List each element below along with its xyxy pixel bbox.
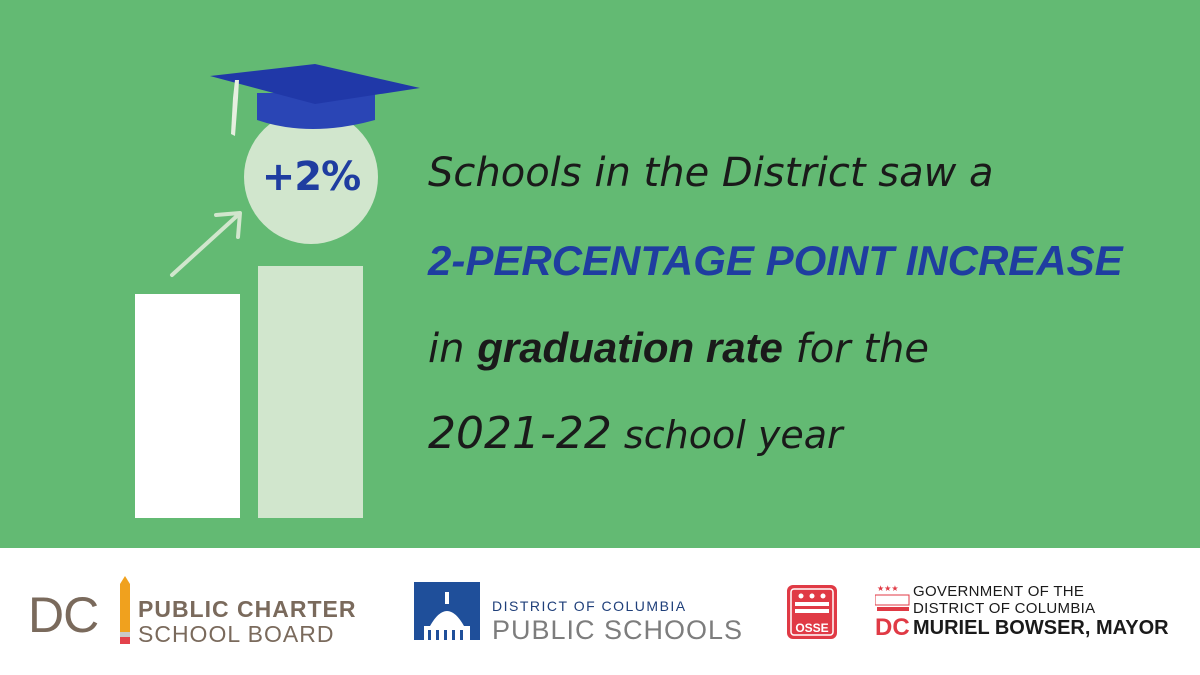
osse-label: OSSE xyxy=(795,621,829,635)
svg-text:DC: DC xyxy=(875,614,910,639)
headline-line-3-suffix: for the xyxy=(782,326,929,372)
pcsb-line-1: PUBLIC CHARTER xyxy=(138,596,357,622)
dcps-line-1: DISTRICT OF COLUMBIA xyxy=(492,598,687,614)
osse-flag-icon xyxy=(787,585,837,639)
svg-text:★★★: ★★★ xyxy=(877,584,899,593)
pcsb-dc-mark: DC xyxy=(28,587,99,643)
headline-school-year: 2021-22 xyxy=(428,408,612,459)
headline-graduation-rate: graduation rate xyxy=(477,324,783,371)
graduation-cap-icon xyxy=(210,64,420,136)
dc-public-charter-school-board-logo: DC PUBLIC CHARTER SCHOOL BOARD xyxy=(28,576,368,647)
bar-previous-year xyxy=(135,294,240,518)
headline-line-3-prefix: in xyxy=(428,326,478,372)
headline-line-4: 2021-22 school year xyxy=(428,408,843,459)
gov-line-3: MURIEL BOWSER, MAYOR xyxy=(913,617,1169,639)
pencil-icon xyxy=(120,576,130,644)
gov-line-1: GOVERNMENT OF THE xyxy=(913,583,1085,600)
capitol-dome-icon xyxy=(414,582,480,640)
headline-line-4-rest: school year xyxy=(611,413,843,457)
we-are-washington-dc-icon: ★★★ DC xyxy=(875,584,910,639)
increase-arrow-icon xyxy=(170,211,242,277)
osse-logo: OSSE xyxy=(787,585,837,639)
headline-line-3: in graduation rate for the xyxy=(428,324,929,372)
bar-current-year xyxy=(258,266,363,518)
partner-logos-footer xyxy=(0,548,1200,675)
dcps-line-2: PUBLIC SCHOOLS xyxy=(492,615,744,645)
dc-public-schools-logo: DISTRICT OF COLUMBIA PUBLIC SCHOOLS xyxy=(414,582,754,645)
dc-government-logo: ★★★ DC GOVERNMENT OF THE DISTRICT OF COL… xyxy=(875,583,1175,643)
increase-badge-text: +2% xyxy=(261,154,361,200)
graduation-banner: +2% Schools in the District saw a 2-perc… xyxy=(0,0,1200,548)
gov-line-2: DISTRICT OF COLUMBIA xyxy=(913,600,1096,617)
headline-line-2: 2-percentage point increase xyxy=(428,237,1123,284)
pcsb-line-2: SCHOOL BOARD xyxy=(138,621,335,647)
increase-badge: +2% xyxy=(244,110,378,244)
headline-line-1: Schools in the District saw a xyxy=(428,150,994,196)
